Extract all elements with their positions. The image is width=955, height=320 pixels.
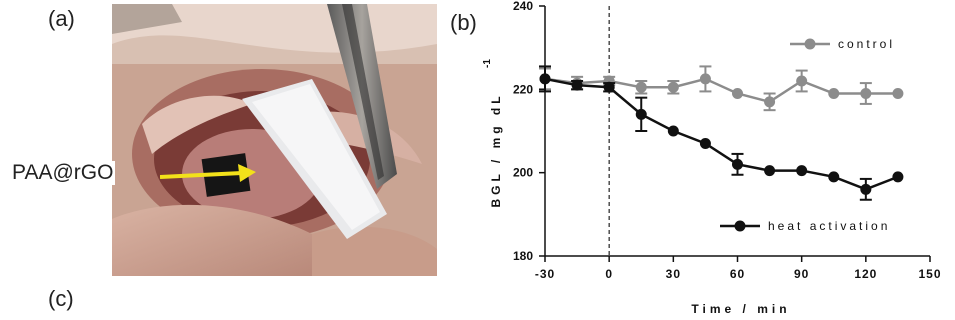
x-axis: -30 0 30 60 90 120 150 [535, 255, 941, 281]
data-point [828, 171, 840, 183]
panel-a-label: (a) [48, 6, 75, 31]
data-point [571, 79, 583, 91]
legend-label: control [838, 37, 895, 51]
legend-marker [734, 220, 746, 232]
data-point [796, 75, 808, 87]
data-point [603, 81, 615, 93]
x-tick-label: 0 [605, 267, 613, 281]
paa-rgo-annotation: PAA@rGO [10, 161, 116, 185]
legend-item-control: control [790, 37, 895, 51]
data-point [828, 88, 840, 99]
data-point [667, 81, 679, 93]
series-heat-activation [539, 65, 904, 201]
y-tick-label: 240 [513, 0, 533, 13]
data-point [732, 158, 743, 170]
annotation-arrow [160, 164, 256, 182]
series-line [544, 77, 898, 104]
panel-b-label: (b) [450, 10, 477, 35]
x-tick-label: 60 [730, 267, 745, 281]
y-axis-label: BGL / mg dL [489, 92, 503, 207]
legend-label: heat activation [768, 219, 890, 233]
y-tick-label: 180 [513, 249, 533, 263]
x-tick-label: 150 [918, 267, 941, 281]
bgl-chart: (b) 180 200 220 240 -30 0 30 60 90 120 150 Time /… [450, 0, 941, 316]
x-axis-label: Time / min [691, 302, 790, 316]
data-point [860, 183, 872, 195]
x-tick-label: -30 [535, 267, 555, 281]
y-axis-label-superscript: -1 [482, 59, 493, 68]
data-point [892, 88, 904, 99]
series-control [539, 65, 904, 112]
x-tick-label: 30 [666, 267, 681, 281]
data-point [796, 165, 808, 177]
x-tick-label: 120 [854, 267, 877, 281]
panel-c-label: (c) [48, 286, 74, 311]
y-axis-label-group: BGL / mg dL [489, 92, 503, 207]
data-point [732, 88, 743, 99]
data-point [699, 138, 711, 149]
legend: control heat activation [720, 37, 895, 233]
surgical-photo [112, 4, 437, 276]
data-point [667, 125, 679, 137]
data-point [860, 88, 872, 99]
data-point [892, 171, 904, 183]
data-point [699, 73, 711, 85]
data-point [635, 81, 647, 93]
y-tick-label: 200 [513, 166, 533, 180]
data-point [635, 108, 647, 120]
legend-item-heat-activation: heat activation [720, 219, 890, 233]
data-point [764, 165, 776, 177]
series-line [544, 77, 899, 191]
x-tick-label: 90 [794, 267, 809, 281]
data-point [764, 96, 776, 108]
y-axis: 180 200 220 240 [513, 0, 546, 263]
legend-marker [804, 38, 816, 50]
plot-area [539, 6, 904, 256]
y-tick-label: 220 [513, 82, 533, 96]
